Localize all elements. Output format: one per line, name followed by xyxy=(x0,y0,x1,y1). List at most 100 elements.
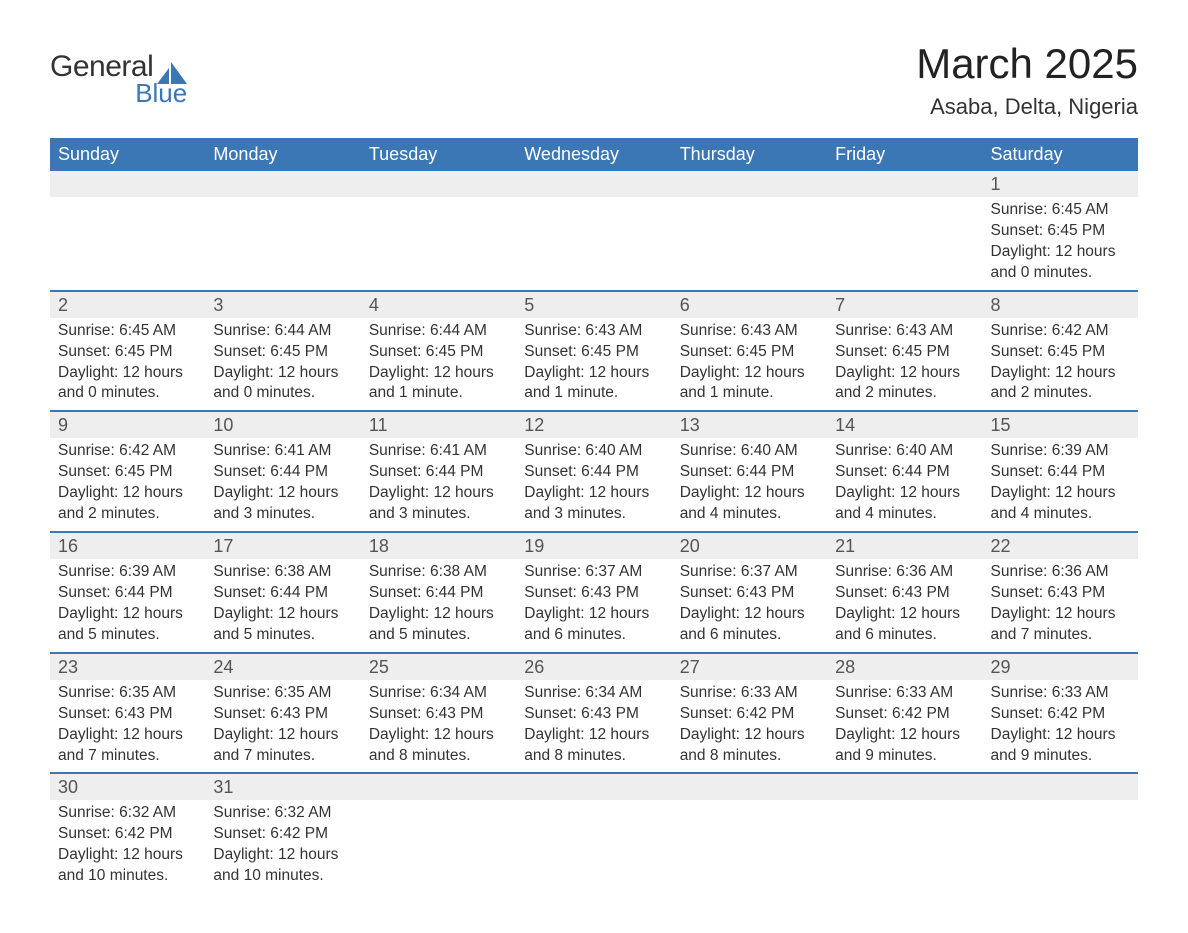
day-number-cell: 6 xyxy=(672,291,827,318)
daylight-text: Daylight: 12 hours xyxy=(58,725,197,746)
day-number: 16 xyxy=(58,536,78,556)
month-title: March 2025 xyxy=(916,40,1138,88)
day-number-cell: 3 xyxy=(205,291,360,318)
day-content-cell xyxy=(516,197,671,291)
day-number-cell xyxy=(361,171,516,197)
day-content-cell xyxy=(983,800,1138,893)
weekday-header-row: Sunday Monday Tuesday Wednesday Thursday… xyxy=(50,138,1138,171)
sunrise-text: Sunrise: 6:40 AM xyxy=(835,441,974,462)
day-content-cell: Sunrise: 6:33 AMSunset: 6:42 PMDaylight:… xyxy=(672,680,827,774)
day-content-cell: Sunrise: 6:35 AMSunset: 6:43 PMDaylight:… xyxy=(50,680,205,774)
daylight-text: and 7 minutes. xyxy=(213,746,352,767)
daylight-text: Daylight: 12 hours xyxy=(680,363,819,384)
sunrise-text: Sunrise: 6:33 AM xyxy=(680,683,819,704)
sunrise-text: Sunrise: 6:43 AM xyxy=(835,321,974,342)
daylight-text: Daylight: 12 hours xyxy=(213,845,352,866)
weekday-header: Tuesday xyxy=(361,138,516,171)
day-number-cell xyxy=(672,171,827,197)
day-number-cell xyxy=(827,171,982,197)
title-block: March 2025 Asaba, Delta, Nigeria xyxy=(916,40,1138,120)
sunrise-text: Sunrise: 6:41 AM xyxy=(369,441,508,462)
sunrise-text: Sunrise: 6:32 AM xyxy=(213,803,352,824)
daylight-text: Daylight: 12 hours xyxy=(680,604,819,625)
logo: General Blue xyxy=(50,50,187,109)
daylight-text: Daylight: 12 hours xyxy=(524,483,663,504)
daylight-text: and 0 minutes. xyxy=(213,383,352,404)
day-number-cell: 24 xyxy=(205,653,360,680)
sunset-text: Sunset: 6:44 PM xyxy=(369,583,508,604)
sunset-text: Sunset: 6:44 PM xyxy=(835,462,974,483)
day-number-cell xyxy=(672,773,827,800)
day-number-cell xyxy=(983,773,1138,800)
sunrise-text: Sunrise: 6:45 AM xyxy=(991,200,1130,221)
day-number-cell: 17 xyxy=(205,532,360,559)
sunset-text: Sunset: 6:43 PM xyxy=(991,583,1130,604)
daylight-text: and 4 minutes. xyxy=(680,504,819,525)
daylight-text: and 6 minutes. xyxy=(524,625,663,646)
daylight-text: Daylight: 12 hours xyxy=(213,604,352,625)
daylight-text: Daylight: 12 hours xyxy=(213,725,352,746)
sunset-text: Sunset: 6:43 PM xyxy=(835,583,974,604)
sunrise-text: Sunrise: 6:37 AM xyxy=(524,562,663,583)
sunrise-text: Sunrise: 6:33 AM xyxy=(835,683,974,704)
sunset-text: Sunset: 6:44 PM xyxy=(991,462,1130,483)
daylight-text: and 10 minutes. xyxy=(213,866,352,887)
daylight-text: Daylight: 12 hours xyxy=(369,725,508,746)
daylight-text: and 5 minutes. xyxy=(213,625,352,646)
sunrise-text: Sunrise: 6:40 AM xyxy=(524,441,663,462)
sunrise-text: Sunrise: 6:38 AM xyxy=(369,562,508,583)
day-content-cell: Sunrise: 6:45 AMSunset: 6:45 PMDaylight:… xyxy=(983,197,1138,291)
day-content-cell: Sunrise: 6:39 AMSunset: 6:44 PMDaylight:… xyxy=(50,559,205,653)
day-number-cell: 28 xyxy=(827,653,982,680)
day-number-cell: 26 xyxy=(516,653,671,680)
sunset-text: Sunset: 6:45 PM xyxy=(524,342,663,363)
sunset-text: Sunset: 6:43 PM xyxy=(680,583,819,604)
day-content-cell: Sunrise: 6:42 AMSunset: 6:45 PMDaylight:… xyxy=(983,318,1138,412)
week-content-row: Sunrise: 6:35 AM Sunset: 6:43 PM Daylight:… xyxy=(50,680,1138,774)
daylight-text: Daylight: 12 hours xyxy=(524,363,663,384)
daylight-text: and 4 minutes. xyxy=(835,504,974,525)
day-content-cell: Sunrise: 6:32 AMSunset: 6:42 PMDaylight:… xyxy=(50,800,205,893)
day-content-cell: Sunrise: 6:37 AMSunset: 6:43 PMDaylight:… xyxy=(516,559,671,653)
daylight-text: Daylight: 12 hours xyxy=(991,725,1130,746)
daylight-text: and 1 minute. xyxy=(524,383,663,404)
day-number: 5 xyxy=(524,295,534,315)
day-number: 29 xyxy=(991,657,1011,677)
week-content-row: Sunrise: 6:45 AMSunset: 6:45 PMDaylight:… xyxy=(50,197,1138,291)
sunrise-text: Sunrise: 6:35 AM xyxy=(58,683,197,704)
day-content-cell: Sunrise: 6:35 AMSunset: 6:43 PMDaylight:… xyxy=(205,680,360,774)
day-content-cell: Sunrise: 6:41 AMSunset: 6:44 PMDaylight:… xyxy=(361,438,516,532)
daylight-text: and 9 minutes. xyxy=(991,746,1130,767)
sunset-text: Sunset: 6:42 PM xyxy=(835,704,974,725)
daylight-text: Daylight: 12 hours xyxy=(991,483,1130,504)
day-number: 4 xyxy=(369,295,379,315)
calendar-table: Sunday Monday Tuesday Wednesday Thursday… xyxy=(50,138,1138,893)
day-number-cell: 11 xyxy=(361,411,516,438)
sunset-text: Sunset: 6:42 PM xyxy=(991,704,1130,725)
week-daynum-row: 9101112131415 xyxy=(50,411,1138,438)
day-content-cell xyxy=(361,800,516,893)
daylight-text: Daylight: 12 hours xyxy=(58,604,197,625)
daylight-text: and 3 minutes. xyxy=(369,504,508,525)
sunrise-text: Sunrise: 6:39 AM xyxy=(58,562,197,583)
daylight-text: Daylight: 12 hours xyxy=(835,483,974,504)
day-content-cell: Sunrise: 6:41 AMSunset: 6:44 PMDaylight:… xyxy=(205,438,360,532)
day-number-cell: 29 xyxy=(983,653,1138,680)
sunset-text: Sunset: 6:44 PM xyxy=(213,583,352,604)
daylight-text: Daylight: 12 hours xyxy=(213,363,352,384)
daylight-text: Daylight: 12 hours xyxy=(524,604,663,625)
daylight-text: and 3 minutes. xyxy=(524,504,663,525)
daylight-text: Daylight: 12 hours xyxy=(58,483,197,504)
sunset-text: Sunset: 6:43 PM xyxy=(524,704,663,725)
daylight-text: Daylight: 12 hours xyxy=(369,483,508,504)
sunset-text: Sunset: 6:45 PM xyxy=(213,342,352,363)
week-daynum-row: 2345678 xyxy=(50,291,1138,318)
day-number-cell: 15 xyxy=(983,411,1138,438)
day-number-cell: 2 xyxy=(50,291,205,318)
day-number: 12 xyxy=(524,415,544,435)
sunrise-text: Sunrise: 6:40 AM xyxy=(680,441,819,462)
daylight-text: Daylight: 12 hours xyxy=(835,604,974,625)
location-text: Asaba, Delta, Nigeria xyxy=(916,94,1138,120)
week-daynum-row: 23242526272829 xyxy=(50,653,1138,680)
day-content-cell: Sunrise: 6:43 AMSunset: 6:45 PMDaylight:… xyxy=(827,318,982,412)
